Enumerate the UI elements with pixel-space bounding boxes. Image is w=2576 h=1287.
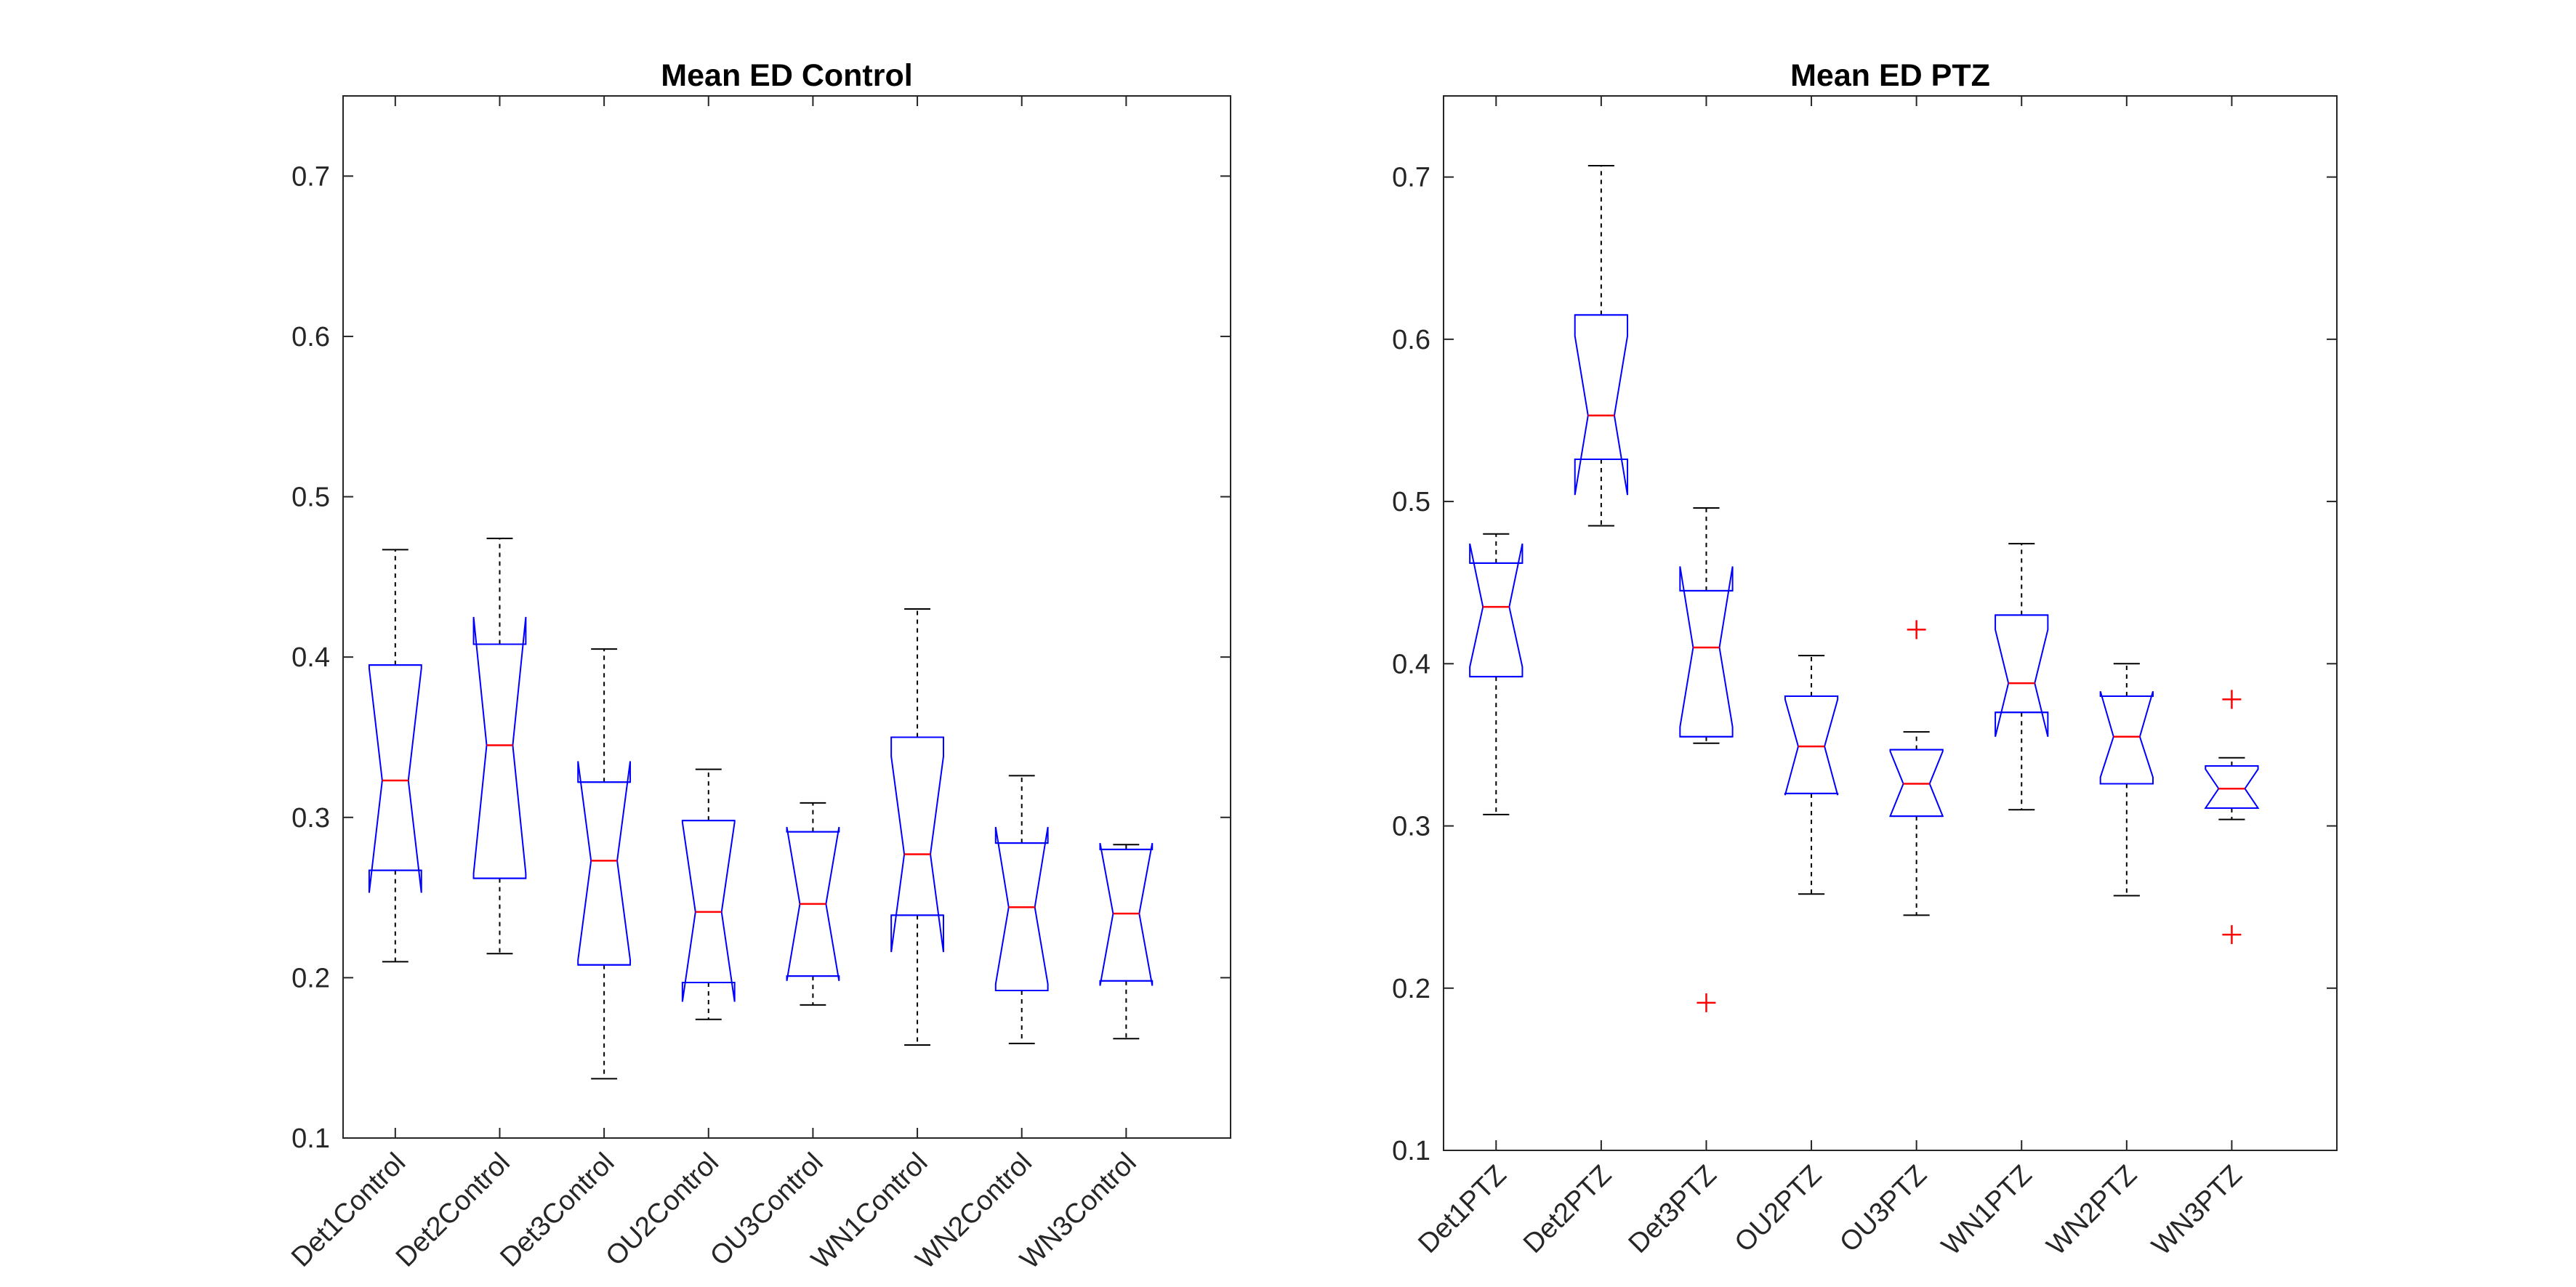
y-tick-label: 0.1 xyxy=(1392,1136,1430,1166)
y-tick-label: 0.6 xyxy=(291,322,330,352)
y-tick-label: 0.5 xyxy=(291,483,330,513)
y-tick-label: 0.7 xyxy=(291,161,330,192)
y-tick-label: 0.2 xyxy=(1392,974,1430,1004)
y-tick-label: 0.5 xyxy=(1392,487,1430,517)
y-tick-label: 0.3 xyxy=(291,803,330,834)
y-tick-label: 0.4 xyxy=(1392,649,1430,679)
y-tick-label: 0.3 xyxy=(1392,812,1430,842)
axes-frame xyxy=(342,95,1231,1139)
y-tick-label: 0.2 xyxy=(291,963,330,993)
chart-title-control: Mean ED Control xyxy=(661,58,912,93)
axes-frame xyxy=(1443,95,2338,1151)
y-tick-label: 0.1 xyxy=(291,1123,330,1154)
y-tick-label: 0.6 xyxy=(1392,325,1430,355)
y-tick-label: 0.7 xyxy=(1392,163,1430,193)
y-tick-label: 0.4 xyxy=(291,642,330,673)
chart-title-ptz: Mean ED PTZ xyxy=(1790,58,1990,93)
